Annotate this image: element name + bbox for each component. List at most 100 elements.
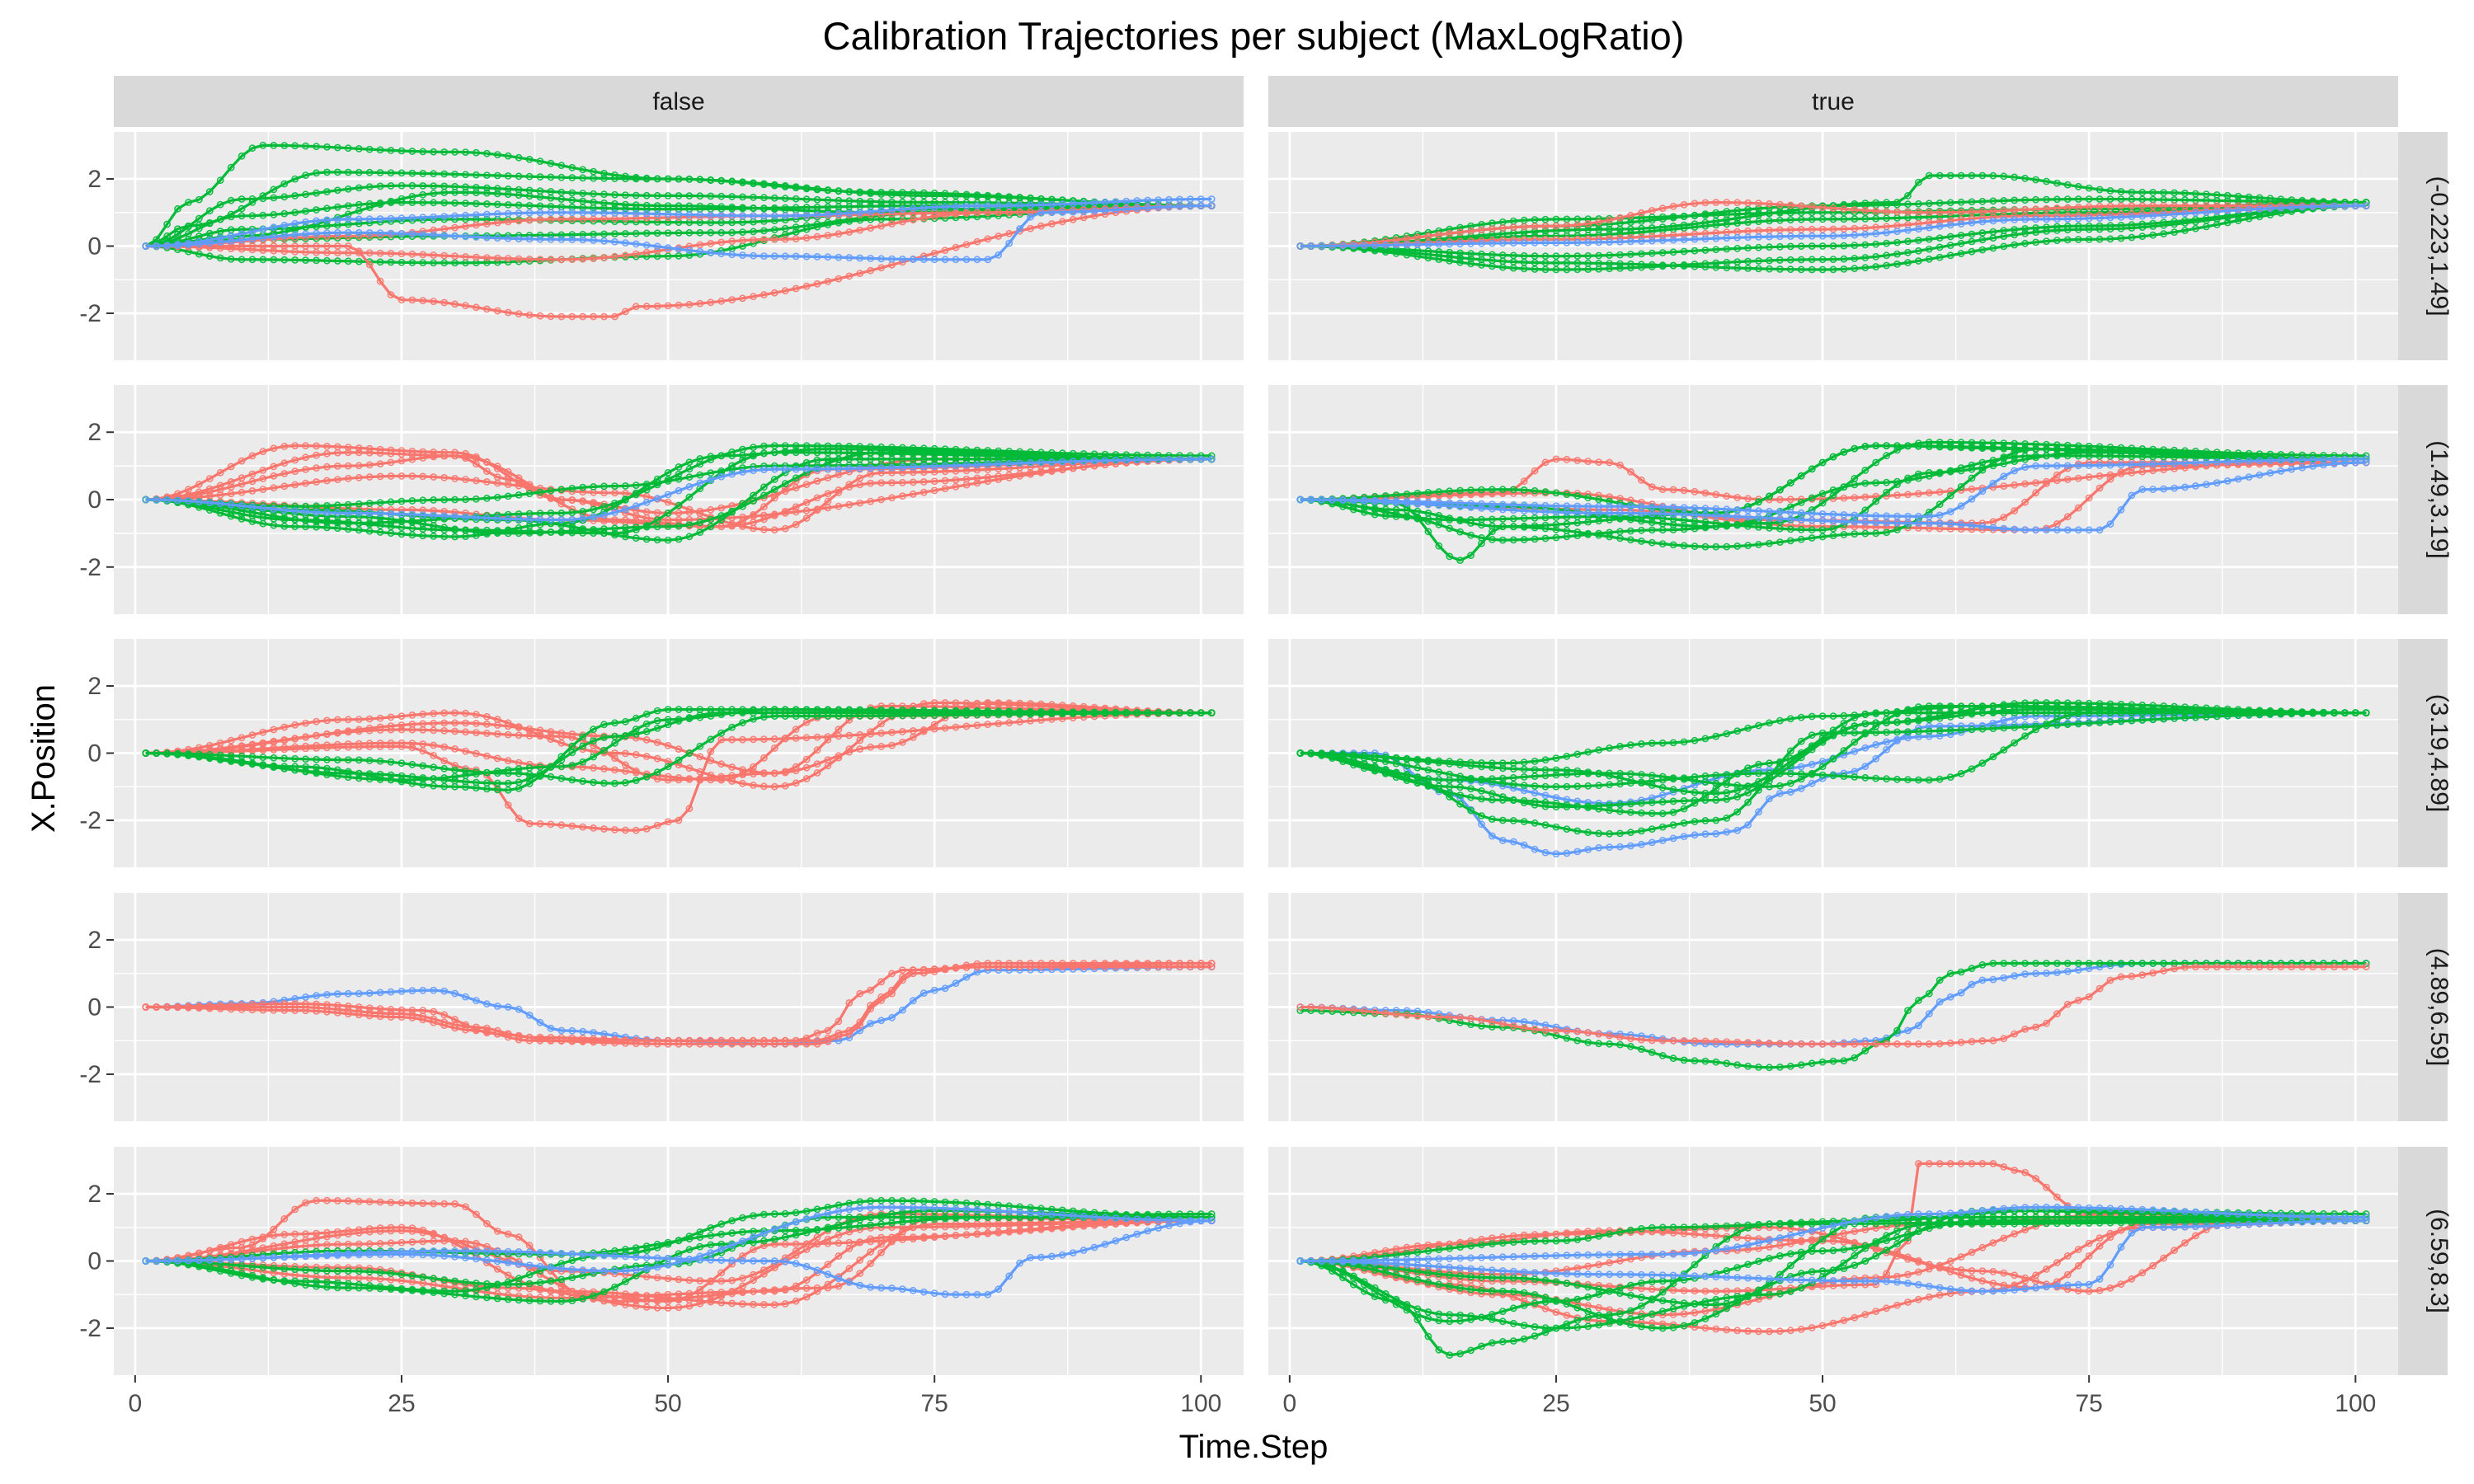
data-point	[888, 215, 896, 223]
data-point	[408, 259, 416, 266]
data-point	[419, 259, 427, 266]
data-point	[813, 223, 821, 231]
data-point	[291, 191, 299, 200]
data-point	[600, 204, 608, 212]
data-point	[920, 191, 928, 200]
data-point	[451, 188, 459, 196]
data-point	[579, 197, 587, 205]
data-point	[909, 191, 917, 200]
data-point	[430, 259, 438, 267]
data-point	[430, 170, 438, 178]
data-point	[653, 252, 661, 261]
data-point	[707, 202, 715, 210]
data-point	[525, 201, 534, 209]
data-point	[280, 142, 289, 149]
data-point	[238, 152, 246, 160]
data-point	[333, 257, 341, 265]
data-point	[259, 211, 267, 219]
data-point	[365, 145, 374, 153]
data-point	[685, 251, 694, 259]
data-point	[664, 252, 672, 261]
data-point	[600, 312, 608, 321]
data-point	[835, 275, 843, 283]
data-point	[333, 143, 341, 152]
data-point	[728, 228, 736, 237]
data-point	[632, 191, 640, 200]
data-point	[259, 141, 267, 149]
data-point	[781, 231, 789, 239]
column-strip-label: false	[652, 88, 704, 115]
data-point	[451, 148, 459, 156]
data-point	[952, 192, 960, 200]
data-point	[675, 229, 683, 237]
data-point	[739, 178, 746, 186]
data-point	[376, 277, 384, 285]
data-point	[216, 215, 224, 223]
data-point	[163, 220, 171, 228]
data-point	[590, 190, 597, 198]
data-point	[547, 159, 555, 167]
data-point	[824, 186, 832, 194]
data-point	[333, 168, 341, 176]
data-point	[792, 228, 800, 236]
data-point	[430, 182, 438, 190]
panel-r4-c1	[114, 893, 1244, 1121]
data-point	[270, 210, 278, 218]
data-point	[622, 191, 629, 199]
data-point	[728, 296, 736, 303]
data-point	[590, 174, 597, 182]
data-point	[355, 257, 363, 265]
data-point	[195, 250, 203, 258]
data-point	[248, 195, 256, 203]
data-point	[739, 294, 746, 303]
data-point	[856, 197, 864, 205]
data-point	[781, 195, 789, 203]
data-point	[568, 231, 576, 238]
data-point	[877, 190, 885, 198]
data-point	[611, 190, 618, 199]
data-point	[376, 200, 384, 209]
data-point	[696, 228, 704, 237]
data-point	[248, 144, 256, 153]
data-point	[473, 171, 480, 179]
data-point	[440, 148, 449, 156]
data-point	[376, 168, 384, 176]
data-point	[451, 259, 459, 267]
panel-r3-c2	[1268, 639, 2398, 867]
data-point	[675, 175, 683, 183]
data-point	[355, 207, 363, 215]
data-point	[642, 229, 651, 237]
data-point	[451, 170, 459, 178]
series-points	[142, 202, 1216, 267]
panel-r3-c1	[114, 639, 1244, 867]
data-point	[1027, 195, 1034, 203]
data-point	[174, 204, 181, 213]
data-point	[270, 141, 278, 149]
data-point	[195, 214, 203, 223]
data-point	[802, 195, 811, 204]
data-point	[557, 312, 566, 321]
data-point	[664, 302, 672, 310]
data-point	[302, 171, 309, 179]
data-point	[717, 192, 726, 200]
data-point	[430, 298, 438, 305]
data-point	[227, 255, 235, 263]
data-point	[451, 300, 459, 308]
data-point	[739, 228, 746, 236]
data-point	[376, 258, 384, 266]
data-point	[568, 189, 576, 197]
data-point	[802, 207, 811, 214]
data-point	[280, 256, 289, 264]
data-point	[333, 242, 341, 250]
data-point	[313, 256, 320, 265]
data-point	[600, 230, 608, 238]
data-point	[579, 190, 587, 197]
data-point	[781, 287, 789, 295]
data-point	[717, 297, 726, 305]
data-point	[515, 172, 523, 181]
data-point	[675, 251, 683, 260]
data-point	[611, 175, 618, 182]
data-point	[632, 303, 640, 311]
data-point	[813, 279, 821, 288]
data-point	[739, 204, 746, 212]
